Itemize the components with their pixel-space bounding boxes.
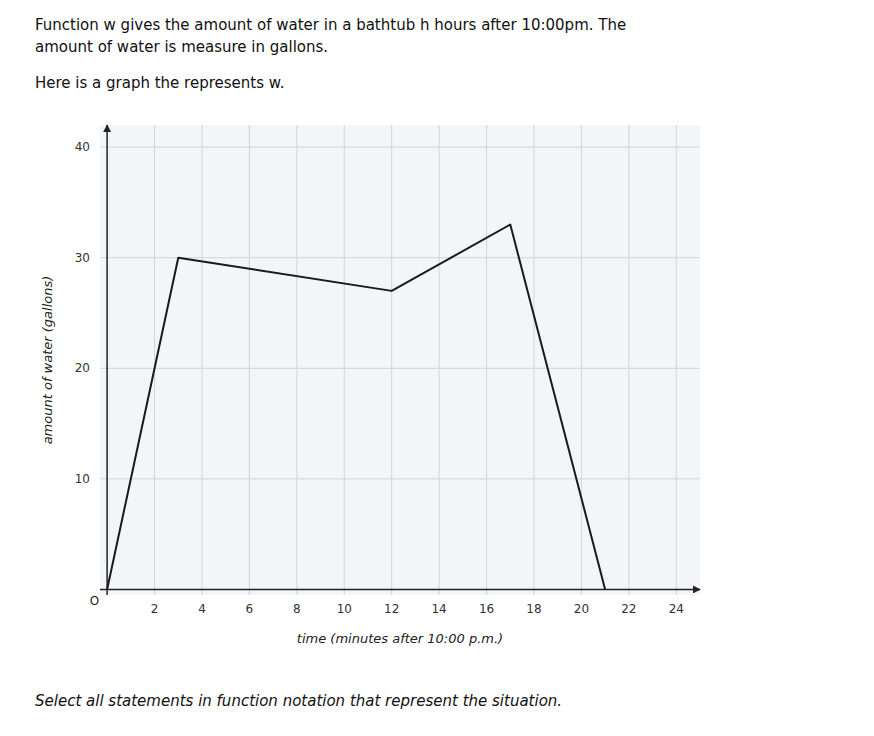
footer: Select all statements in function notati… (35, 692, 562, 710)
x-grid-line (249, 125, 250, 595)
x-tick-label: 22 (621, 602, 636, 616)
x-tick-label: 10 (337, 602, 352, 616)
x-tick-label: 12 (384, 602, 399, 616)
x-grid-line (296, 125, 297, 595)
x-tick-label: 2 (151, 602, 159, 616)
y-axis-line (106, 125, 108, 595)
y-grid-line (100, 368, 700, 369)
x-grid-line (391, 125, 392, 595)
x-axis-label: time (minutes after 10:00 p.m.) (297, 631, 503, 646)
x-grid-line (439, 125, 440, 595)
x-grid-line (533, 125, 534, 595)
title: amount of water is measure in gallons. (35, 38, 328, 56)
x-grid-line (628, 125, 629, 595)
plot-area (100, 125, 700, 595)
y-tick-label: 40 (75, 140, 90, 154)
y-grid-line (100, 257, 700, 258)
y-tick-label: 10 (75, 472, 90, 486)
x-tick-label: 24 (669, 602, 684, 616)
x-tick-label: 8 (293, 602, 301, 616)
x-grid-line (486, 125, 487, 595)
x-tick-label: 14 (431, 602, 446, 616)
x-tick-label: 18 (526, 602, 541, 616)
x-tick-label: 16 (479, 602, 494, 616)
y-grid-line (100, 147, 700, 148)
chart: Function w gives the amount of water in … (0, 0, 874, 736)
x-grid-line (344, 125, 345, 595)
y-grid-line (100, 478, 700, 479)
y-tick-label: 30 (75, 251, 90, 265)
grid (100, 125, 700, 595)
y-axis-label: amount of water (gallons) (40, 276, 55, 445)
line (107, 225, 605, 590)
title: Function w gives the amount of water in … (35, 16, 626, 34)
x-grid-line (581, 125, 582, 595)
subtitle: Here is a graph the represents w. (35, 74, 284, 92)
y-tick-label: 20 (75, 361, 90, 375)
series-group (107, 225, 605, 590)
x-tick-label: 4 (198, 602, 206, 616)
x-axis-line (100, 589, 700, 591)
x-tick-label: 6 (246, 602, 254, 616)
x-grid-line (201, 125, 202, 595)
x-tick-label: 20 (574, 602, 589, 616)
annotation: O (90, 594, 99, 608)
x-grid-line (676, 125, 677, 595)
x-grid-line (154, 125, 155, 595)
